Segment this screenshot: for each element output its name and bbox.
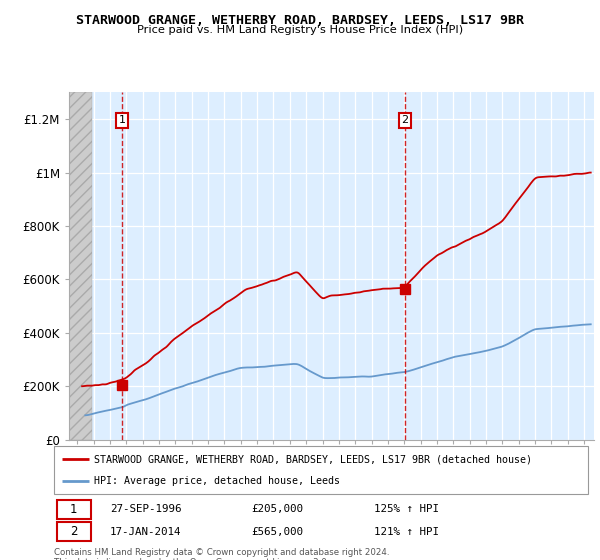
Text: HPI: Average price, detached house, Leeds: HPI: Average price, detached house, Leed…: [94, 476, 340, 486]
FancyBboxPatch shape: [56, 500, 91, 519]
Text: STARWOOD GRANGE, WETHERBY ROAD, BARDSEY, LEEDS, LS17 9BR (detached house): STARWOOD GRANGE, WETHERBY ROAD, BARDSEY,…: [94, 454, 532, 464]
Text: 27-SEP-1996: 27-SEP-1996: [110, 504, 182, 514]
Text: 121% ↑ HPI: 121% ↑ HPI: [374, 527, 439, 537]
Text: 2: 2: [401, 115, 409, 125]
Text: Contains HM Land Registry data © Crown copyright and database right 2024.
This d: Contains HM Land Registry data © Crown c…: [54, 548, 389, 560]
Bar: [69, 92, 92, 440]
Text: Price paid vs. HM Land Registry's House Price Index (HPI): Price paid vs. HM Land Registry's House …: [137, 25, 463, 35]
Text: £565,000: £565,000: [251, 527, 304, 537]
FancyBboxPatch shape: [56, 522, 91, 542]
FancyBboxPatch shape: [54, 446, 588, 494]
Text: 1: 1: [118, 115, 125, 125]
Text: 1: 1: [70, 502, 77, 516]
Text: 125% ↑ HPI: 125% ↑ HPI: [374, 504, 439, 514]
Text: 2: 2: [70, 525, 77, 539]
Text: 17-JAN-2014: 17-JAN-2014: [110, 527, 182, 537]
Text: STARWOOD GRANGE, WETHERBY ROAD, BARDSEY, LEEDS, LS17 9BR: STARWOOD GRANGE, WETHERBY ROAD, BARDSEY,…: [76, 14, 524, 27]
Text: £205,000: £205,000: [251, 504, 304, 514]
